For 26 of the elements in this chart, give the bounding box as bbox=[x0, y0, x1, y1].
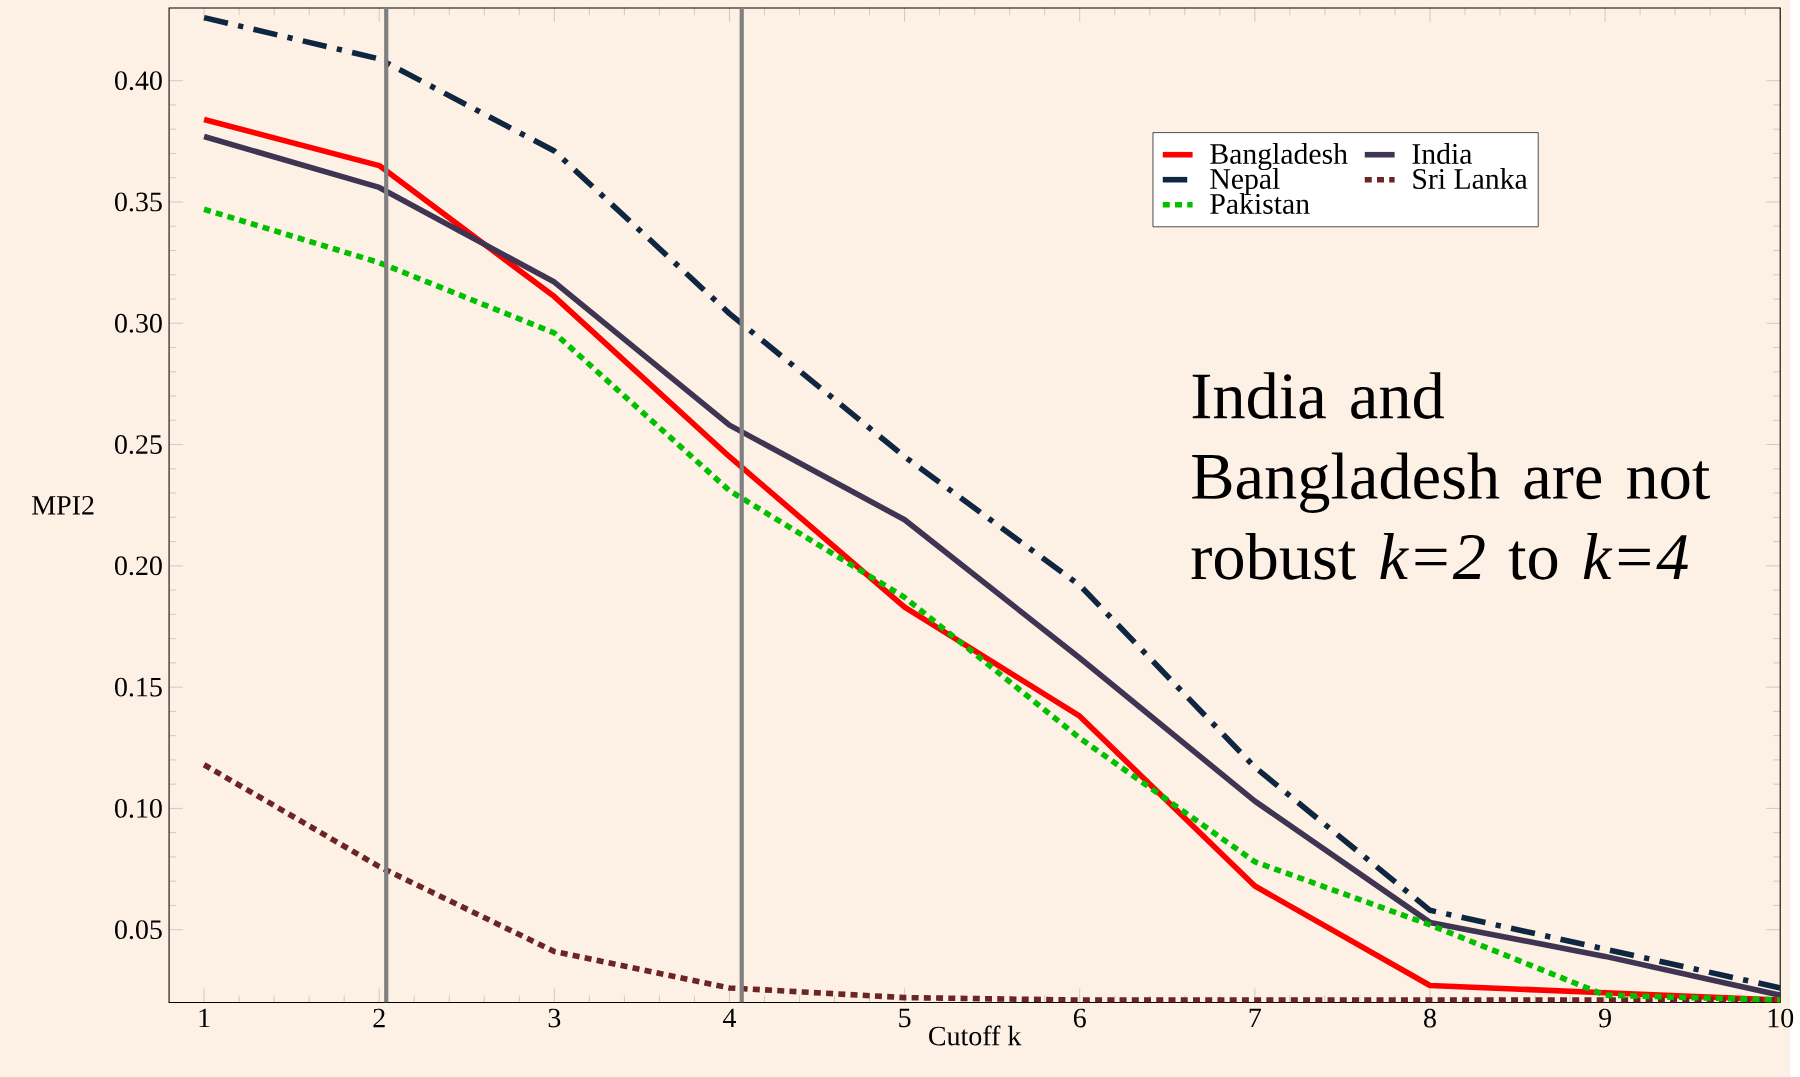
y-tick-label: 0.40 bbox=[115, 71, 162, 91]
y-tick-label: 0.25 bbox=[115, 435, 162, 455]
legend-label: Sri Lanka bbox=[1413, 168, 1528, 189]
y-tick-label: 0.30 bbox=[115, 313, 162, 333]
x-tick-label: 1 bbox=[199, 1008, 210, 1028]
x-axis-title: Cutoff k bbox=[929, 1025, 1022, 1046]
x-tick-label: 9 bbox=[1599, 1008, 1611, 1028]
y-axis-title: MPI2 bbox=[32, 495, 94, 515]
y-tick-label: 0.20 bbox=[115, 556, 162, 576]
annotation: India and Bangladesh are not robust k=2 to k=4 bbox=[1191, 372, 1710, 580]
x-tick-label: 5 bbox=[899, 1008, 911, 1028]
legend-label: Pakistan bbox=[1210, 193, 1310, 214]
x-tick-label: 10 bbox=[1768, 1008, 1794, 1028]
x-tick-label: 6 bbox=[1073, 1008, 1086, 1028]
y-tick-label: 0.05 bbox=[115, 920, 162, 940]
x-tick-label: 4 bbox=[723, 1008, 737, 1028]
x-tick-label: 3 bbox=[548, 1008, 561, 1028]
x-tick-label: 8 bbox=[1424, 1008, 1436, 1028]
y-tick-label: 0.10 bbox=[115, 798, 162, 818]
legend-label: India bbox=[1412, 143, 1473, 164]
legend-label: Nepal bbox=[1210, 168, 1280, 195]
y-tick-label: 0.35 bbox=[115, 192, 162, 212]
x-tick-label: 2 bbox=[373, 1008, 385, 1028]
x-tick-label: 7 bbox=[1249, 1008, 1262, 1027]
legend-label: Bangladesh bbox=[1210, 143, 1348, 171]
y-tick-label: 0.15 bbox=[115, 677, 162, 697]
